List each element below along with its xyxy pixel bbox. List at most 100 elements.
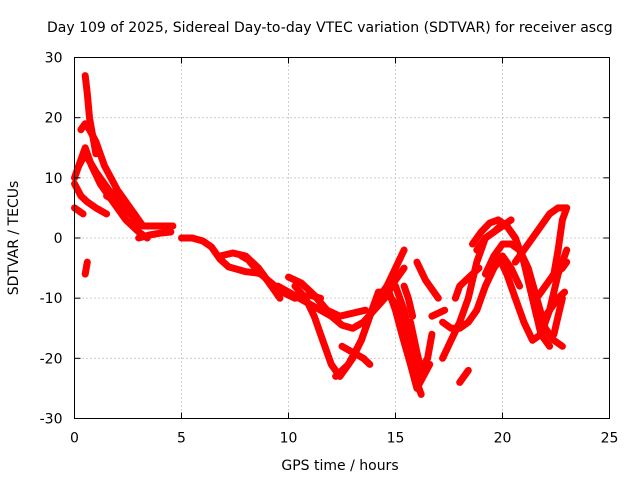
- data-point: [225, 263, 232, 270]
- x-tick-label: 20: [494, 431, 512, 447]
- data-series-arc-28: [451, 264, 483, 302]
- data-point: [137, 222, 144, 229]
- data-point: [482, 235, 489, 241]
- data-series-arc-9: [135, 228, 175, 242]
- data-point: [525, 265, 532, 272]
- x-tick-label: 25: [601, 431, 619, 447]
- data-point: [398, 331, 405, 338]
- data-point: [413, 259, 420, 266]
- data-point: [339, 343, 345, 350]
- data-point: [456, 319, 463, 326]
- data-point: [503, 271, 510, 278]
- data-point: [229, 250, 236, 257]
- data-point: [520, 247, 527, 254]
- data-point: [306, 301, 313, 308]
- data-point: [473, 247, 480, 254]
- data-point: [401, 265, 408, 272]
- data-point: [77, 192, 84, 199]
- data-point: [336, 313, 343, 320]
- data-point: [401, 283, 408, 290]
- data-point: [550, 331, 557, 338]
- data-point: [392, 307, 399, 314]
- data-point: [122, 216, 129, 223]
- data-point: [311, 313, 318, 320]
- data-point: [550, 271, 557, 278]
- y-tick-label: 10: [45, 171, 63, 187]
- data-point: [105, 186, 112, 193]
- data-point: [465, 295, 472, 302]
- data-point: [495, 253, 502, 260]
- data-point: [486, 219, 493, 226]
- data-point: [298, 280, 305, 287]
- data-point: [392, 283, 399, 290]
- data-series-group: [71, 72, 571, 398]
- data-point: [538, 222, 545, 229]
- data-point: [199, 238, 206, 245]
- data-point: [319, 337, 326, 344]
- data-point: [103, 210, 110, 217]
- data-point: [508, 241, 515, 248]
- data-point: [161, 222, 168, 229]
- data-point: [550, 337, 557, 344]
- y-tick-label: 0: [54, 231, 63, 247]
- data-point: [257, 271, 264, 278]
- data-point: [413, 379, 420, 386]
- data-point: [559, 265, 566, 272]
- data-point: [475, 265, 482, 272]
- data-point: [84, 259, 91, 266]
- data-point: [452, 295, 459, 302]
- data-point: [127, 210, 134, 217]
- data-point: [473, 259, 480, 266]
- data-point: [482, 283, 489, 290]
- data-point: [435, 310, 442, 317]
- data-point: [561, 289, 568, 296]
- data-point: [473, 307, 480, 314]
- data-point: [341, 367, 348, 374]
- data-point: [86, 126, 93, 133]
- data-point: [396, 295, 403, 302]
- data-point: [84, 198, 91, 205]
- data-point: [424, 355, 431, 362]
- data-series-arc-20: [383, 282, 434, 392]
- data-point: [555, 247, 562, 254]
- data-point: [80, 210, 87, 217]
- series-line: [178, 234, 267, 278]
- data-series-arc-6: [81, 258, 91, 278]
- data-series-arc-22: [400, 282, 417, 320]
- data-point: [268, 280, 275, 287]
- data-point: [339, 322, 345, 329]
- data-point: [169, 222, 176, 229]
- data-point: [520, 319, 527, 326]
- data-point: [439, 355, 446, 362]
- data-point: [82, 120, 89, 127]
- data-point: [276, 295, 283, 302]
- data-point: [92, 204, 99, 211]
- data-point: [392, 265, 399, 272]
- data-series-arc-25: [428, 306, 449, 320]
- data-point: [529, 235, 536, 241]
- data-point: [135, 228, 142, 235]
- data-point: [456, 283, 463, 290]
- data-series-arc-29: [456, 366, 472, 386]
- data-point: [512, 259, 519, 266]
- data-point: [84, 90, 91, 97]
- data-point: [366, 361, 373, 368]
- data-point: [546, 210, 553, 217]
- data-point: [490, 228, 497, 235]
- data-series-arc-38: [550, 294, 566, 338]
- data-point: [103, 192, 110, 199]
- data-point: [529, 295, 536, 302]
- data-point: [401, 247, 408, 254]
- data-point: [555, 204, 562, 211]
- y-tick-label: -30: [40, 412, 63, 428]
- data-point: [75, 162, 82, 169]
- data-point: [114, 198, 121, 205]
- data-point: [332, 373, 339, 380]
- data-point: [460, 373, 467, 380]
- data-point: [291, 283, 298, 290]
- data-point: [456, 379, 463, 386]
- data-point: [499, 241, 506, 248]
- data-point: [146, 231, 153, 238]
- data-point: [349, 355, 356, 362]
- data-point: [407, 319, 414, 326]
